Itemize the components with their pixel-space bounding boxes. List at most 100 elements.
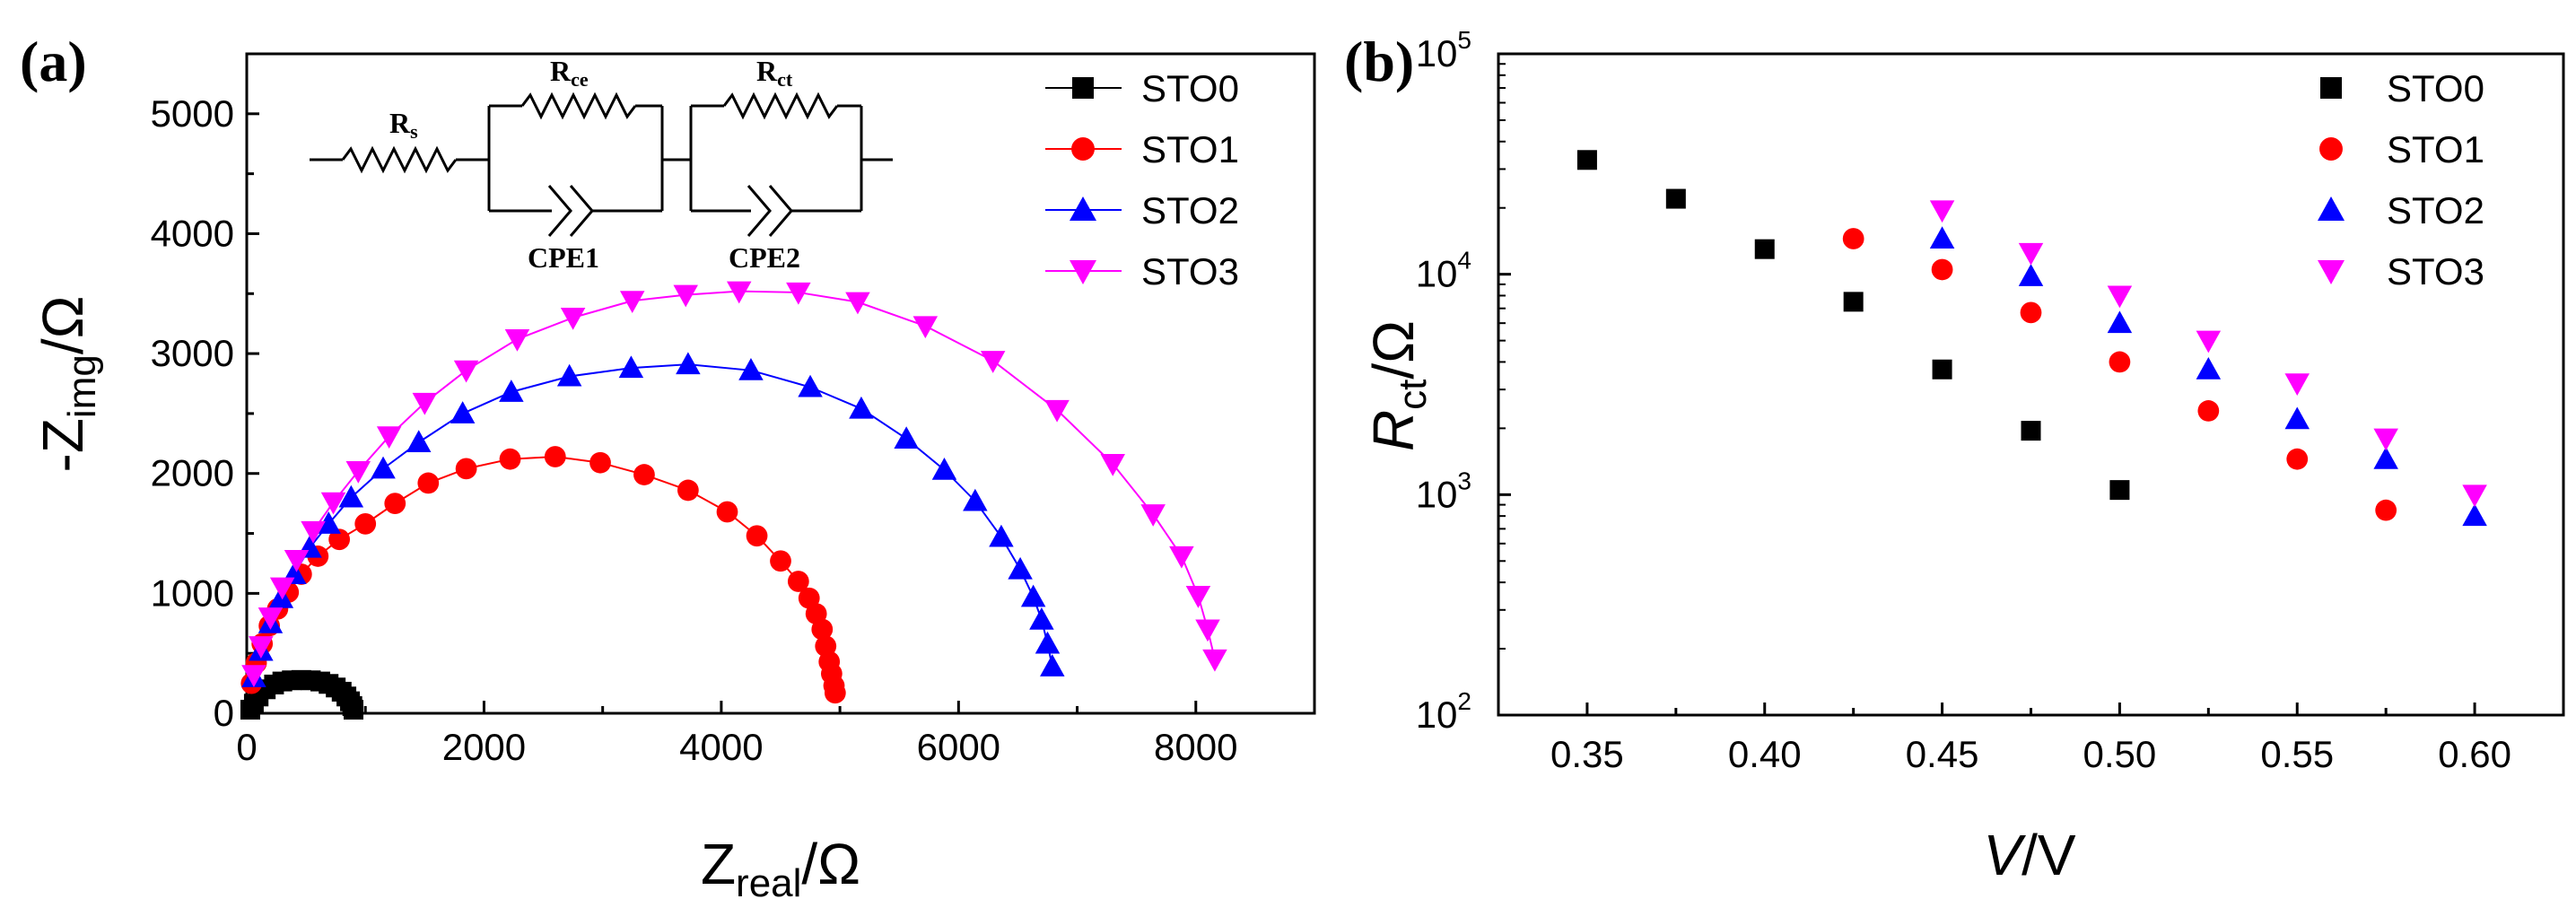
point-sto3 bbox=[673, 284, 698, 308]
point-sto2 bbox=[1929, 226, 1955, 249]
point-sto2 bbox=[316, 511, 341, 534]
panel-b-y-tick-exp: 2 bbox=[1457, 687, 1471, 715]
panel-a-x-title-main: Z bbox=[701, 832, 736, 896]
legend-label-sto0: STO0 bbox=[2387, 67, 2484, 109]
panel-b-x-tick-label: 0.60 bbox=[2438, 733, 2511, 775]
point-sto1 bbox=[787, 571, 809, 592]
panel-a-legend: STO0 STO1 STO2 STO3 bbox=[1045, 67, 1239, 292]
panel-b-x-tick-label: 0.50 bbox=[2083, 733, 2157, 775]
cpe2-element bbox=[747, 185, 772, 237]
point-sto1 bbox=[2197, 400, 2220, 422]
point-sto3 bbox=[412, 392, 438, 415]
point-sto3 bbox=[249, 636, 274, 659]
point-sto1 bbox=[2286, 448, 2309, 470]
legend-marker-sto1 bbox=[1071, 137, 1095, 161]
panel-a-frame bbox=[245, 52, 1316, 715]
panel-a-x-tick-label: 2000 bbox=[442, 726, 526, 768]
point-sto0 bbox=[1665, 188, 1686, 209]
panel-a-y-title: -Zimg/Ω bbox=[31, 296, 104, 473]
point-sto1 bbox=[354, 512, 377, 535]
point-sto1 bbox=[2109, 351, 2131, 373]
legend-marker-sto2 bbox=[1070, 196, 1096, 221]
point-sto2 bbox=[849, 396, 874, 419]
panel-b-y-tick-label: 104 bbox=[1416, 247, 1471, 295]
point-sto2 bbox=[798, 374, 823, 397]
label-rs-sub: s bbox=[410, 120, 418, 143]
point-sto2 bbox=[2284, 406, 2310, 430]
label-rct-main: R bbox=[756, 55, 778, 87]
label-rct-sub: ct bbox=[777, 68, 793, 91]
point-sto0 bbox=[1576, 150, 1597, 170]
point-sto3 bbox=[1195, 619, 1220, 642]
point-sto2 bbox=[618, 355, 644, 379]
panel-b-y-tick-exp: 5 bbox=[1457, 26, 1471, 54]
point-sto3 bbox=[453, 360, 479, 383]
point-sto1 bbox=[417, 472, 440, 494]
panel-a-x-tick-label: 0 bbox=[236, 726, 257, 768]
label-rce: Rce bbox=[550, 55, 589, 91]
point-sto2 bbox=[1008, 556, 1033, 580]
panel-a-y-tick-label: 4000 bbox=[151, 212, 234, 254]
panel-a-x-title-unit: /Ω bbox=[801, 832, 860, 896]
point-sto3 bbox=[301, 520, 326, 544]
fit-line-sto2 bbox=[246, 363, 1053, 714]
point-sto0 bbox=[1843, 292, 1864, 312]
label-rce-sub: ce bbox=[571, 68, 589, 91]
point-sto0 bbox=[1754, 239, 1775, 259]
panel-b-x-tick-label: 0.55 bbox=[2260, 733, 2334, 775]
panel-b-x-title: V/V bbox=[1983, 823, 2075, 887]
label-rs: Rs bbox=[389, 107, 418, 143]
resistor-rct bbox=[722, 92, 839, 120]
panel-a: (a) 0 2000 4000 6000 8000 0 1000 2000 3000 4000 50… bbox=[20, 30, 1316, 899]
point-sto3 bbox=[560, 308, 586, 330]
point-sto3 bbox=[284, 549, 310, 572]
panel-b-x-tick-label: 0.40 bbox=[1728, 733, 1802, 775]
panel-a-x-title: Zreal/Ω bbox=[701, 832, 860, 899]
panel-a-x-title-sub: real bbox=[736, 861, 801, 899]
point-sto1 bbox=[1931, 258, 1953, 281]
panel-a-y-title-prefix: -Z bbox=[31, 418, 95, 472]
panel-b-y-tick-label: 105 bbox=[1416, 26, 1471, 74]
panel-b-y-title-sub: ct bbox=[1391, 380, 1435, 410]
label-cpe2: CPE2 bbox=[729, 241, 800, 274]
point-sto2 bbox=[2462, 503, 2487, 527]
point-sto2 bbox=[676, 352, 701, 375]
point-sto3 bbox=[913, 316, 939, 339]
point-sto1 bbox=[811, 618, 834, 641]
point-sto2 bbox=[556, 363, 582, 387]
point-sto3 bbox=[320, 492, 346, 515]
point-sto3 bbox=[845, 292, 870, 315]
panel-b-label: (b) bbox=[1344, 30, 1414, 93]
point-sto3 bbox=[980, 351, 1006, 373]
point-sto1 bbox=[677, 479, 699, 502]
point-sto2 bbox=[1029, 607, 1054, 630]
point-sto3 bbox=[1185, 586, 1211, 608]
point-sto2 bbox=[2018, 264, 2044, 286]
panel-a-y-title-sub: img bbox=[60, 354, 104, 418]
point-sto0 bbox=[2021, 421, 2041, 441]
label-cpe1: CPE1 bbox=[528, 241, 599, 274]
point-sto2 bbox=[738, 358, 764, 380]
point-sto1 bbox=[328, 528, 351, 551]
point-sto3 bbox=[2373, 428, 2398, 451]
panel-a-y-title-unit: /Ω bbox=[31, 296, 95, 355]
point-sto3 bbox=[1100, 454, 1125, 476]
point-sto1 bbox=[633, 464, 655, 485]
point-sto3 bbox=[619, 291, 645, 314]
panel-a-y-tick-label: 0 bbox=[214, 692, 234, 734]
point-sto2 bbox=[1035, 631, 1061, 654]
panel-b-x-title-main: V bbox=[1983, 823, 2026, 887]
point-sto3 bbox=[1929, 200, 1955, 223]
panel-b-y-tick-label: 102 bbox=[1416, 687, 1471, 736]
panel-b-y-tick-base: 10 bbox=[1416, 694, 1458, 736]
panel-b-y-tick-exp: 4 bbox=[1457, 247, 1471, 275]
legend-marker-sto2 bbox=[2318, 196, 2345, 221]
equivalent-circuit bbox=[310, 92, 893, 237]
point-sto3 bbox=[2018, 242, 2044, 266]
point-sto2 bbox=[499, 380, 524, 402]
cpe2-element-2 bbox=[768, 185, 793, 237]
point-sto1 bbox=[2020, 301, 2042, 324]
point-sto1 bbox=[455, 458, 477, 480]
